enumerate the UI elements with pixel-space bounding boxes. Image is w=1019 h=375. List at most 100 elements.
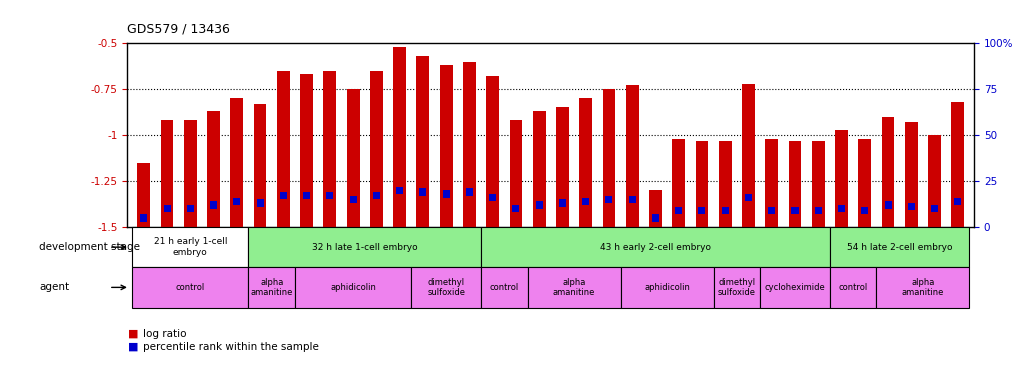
Text: dimethyl
sulfoxide: dimethyl sulfoxide (427, 278, 465, 297)
Bar (767, 207, 774, 214)
Bar (370, 71, 382, 227)
Bar (486, 76, 498, 227)
Bar (811, 141, 823, 227)
Bar (419, 188, 426, 196)
Bar (463, 62, 475, 227)
Text: 21 h early 1-cell
embryo: 21 h early 1-cell embryo (154, 237, 227, 257)
Bar (132, 267, 249, 308)
Text: GDS579 / 13436: GDS579 / 13436 (127, 22, 230, 36)
Bar (555, 108, 569, 227)
Bar (466, 188, 473, 196)
Bar (880, 117, 894, 227)
Bar (628, 196, 635, 203)
Bar (416, 56, 429, 227)
Text: ■: ■ (127, 329, 138, 339)
Bar (713, 267, 759, 308)
Bar (233, 198, 240, 205)
Bar (395, 187, 403, 194)
Bar (346, 89, 359, 227)
Bar (141, 214, 147, 222)
Bar (303, 192, 310, 200)
Bar (791, 207, 798, 214)
Bar (439, 65, 452, 227)
Bar (277, 71, 289, 227)
Bar (883, 201, 891, 208)
Bar (249, 227, 481, 267)
Bar (788, 141, 801, 227)
Bar (257, 200, 263, 207)
Text: control: control (838, 283, 867, 292)
Bar (532, 111, 545, 227)
Bar (326, 192, 333, 200)
Text: cycloheximide: cycloheximide (764, 283, 824, 292)
Text: aphidicolin: aphidicolin (330, 283, 376, 292)
Text: alpha
amanitine: alpha amanitine (552, 278, 595, 297)
Bar (373, 192, 379, 200)
Bar (718, 141, 731, 227)
Bar (695, 141, 707, 227)
Text: control: control (175, 283, 205, 292)
Text: control: control (489, 283, 519, 292)
Text: alpha
amanitine: alpha amanitine (901, 278, 944, 297)
Bar (350, 196, 357, 203)
Bar (764, 139, 777, 227)
Text: dimethyl
sulfoxide: dimethyl sulfoxide (717, 278, 755, 297)
Bar (927, 135, 941, 227)
Bar (294, 267, 411, 308)
Bar (489, 194, 495, 201)
Bar (620, 267, 713, 308)
Bar (230, 98, 243, 227)
Bar (875, 267, 968, 308)
Bar (207, 111, 220, 227)
Bar (858, 139, 870, 227)
Bar (626, 86, 638, 227)
Bar (249, 267, 294, 308)
Text: 43 h early 2-cell embryo: 43 h early 2-cell embryo (599, 243, 710, 252)
Bar (510, 120, 522, 227)
Bar (579, 98, 591, 227)
Bar (742, 84, 754, 227)
Bar (527, 267, 620, 308)
Bar (160, 120, 173, 227)
Bar (930, 205, 937, 212)
Bar (535, 201, 542, 208)
Bar (721, 207, 728, 214)
Bar (481, 267, 527, 308)
Bar (300, 74, 313, 227)
Bar (254, 104, 266, 227)
Bar (838, 205, 844, 212)
Text: ■: ■ (127, 342, 138, 352)
Text: development stage: development stage (39, 242, 140, 252)
Bar (138, 163, 150, 227)
Bar (183, 120, 197, 227)
Bar (602, 89, 614, 227)
Text: aphidicolin: aphidicolin (644, 283, 689, 292)
Bar (698, 207, 705, 214)
Bar (279, 192, 286, 200)
Bar (512, 205, 519, 212)
Text: 32 h late 1-cell embryo: 32 h late 1-cell embryo (312, 243, 417, 252)
Bar (675, 207, 682, 214)
Text: log ratio: log ratio (143, 329, 186, 339)
Bar (951, 102, 963, 227)
Bar (411, 267, 481, 308)
Bar (907, 203, 914, 210)
Bar (829, 227, 968, 267)
Bar (829, 267, 875, 308)
Bar (481, 227, 829, 267)
Bar (814, 207, 821, 214)
Bar (163, 205, 170, 212)
Bar (954, 198, 960, 205)
Text: 54 h late 2-cell embryo: 54 h late 2-cell embryo (846, 243, 952, 252)
Bar (744, 194, 751, 201)
Bar (860, 207, 867, 214)
Bar (210, 201, 217, 208)
Bar (605, 196, 611, 203)
Bar (442, 190, 449, 198)
Text: percentile rank within the sample: percentile rank within the sample (143, 342, 318, 352)
Bar (904, 122, 917, 227)
Bar (759, 267, 829, 308)
Bar (672, 139, 685, 227)
Bar (648, 190, 661, 227)
Bar (558, 200, 566, 207)
